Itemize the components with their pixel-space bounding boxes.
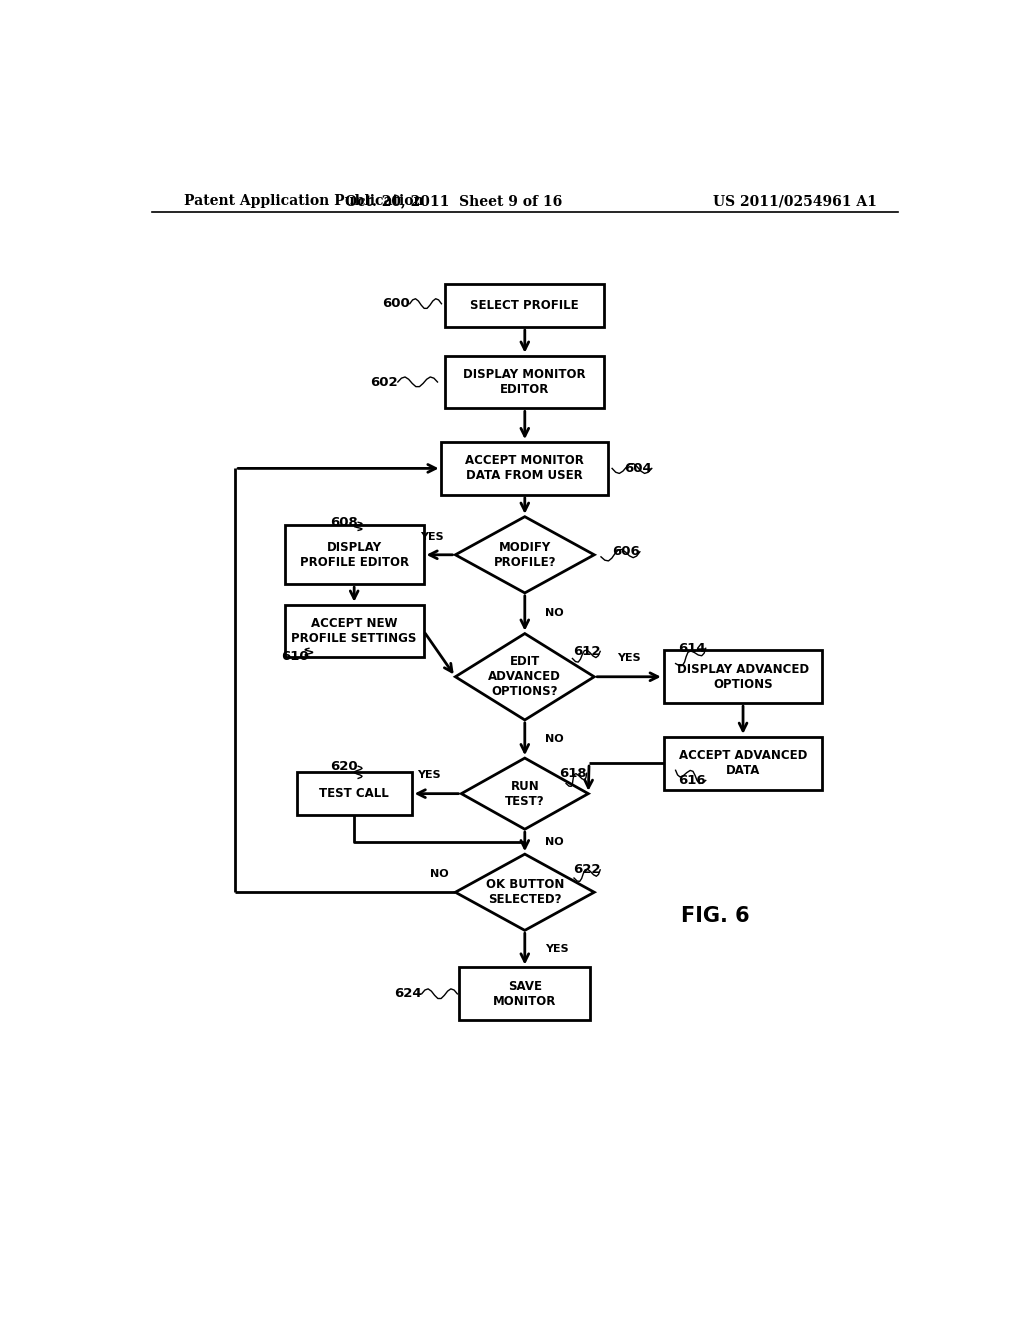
Text: RUN
TEST?: RUN TEST? xyxy=(505,780,545,808)
Text: TEST CALL: TEST CALL xyxy=(319,787,389,800)
Text: NO: NO xyxy=(545,837,563,846)
FancyBboxPatch shape xyxy=(445,284,604,327)
Text: MODIFY
PROFILE?: MODIFY PROFILE? xyxy=(494,541,556,569)
Text: NO: NO xyxy=(430,869,449,879)
Text: US 2011/0254961 A1: US 2011/0254961 A1 xyxy=(713,194,877,209)
Text: 620: 620 xyxy=(331,760,358,772)
Polygon shape xyxy=(461,758,588,829)
Text: 622: 622 xyxy=(572,863,600,876)
FancyBboxPatch shape xyxy=(445,355,604,408)
FancyBboxPatch shape xyxy=(664,737,822,789)
Text: FIG. 6: FIG. 6 xyxy=(681,906,750,925)
Text: Patent Application Publication: Patent Application Publication xyxy=(183,194,423,209)
Text: ACCEPT NEW
PROFILE SETTINGS: ACCEPT NEW PROFILE SETTINGS xyxy=(292,616,417,645)
Text: 604: 604 xyxy=(624,462,652,475)
Text: 600: 600 xyxy=(382,297,410,310)
Text: ACCEPT MONITOR
DATA FROM USER: ACCEPT MONITOR DATA FROM USER xyxy=(465,454,585,482)
FancyBboxPatch shape xyxy=(664,651,822,704)
Text: 610: 610 xyxy=(282,649,309,663)
Text: 608: 608 xyxy=(331,516,358,529)
Text: YES: YES xyxy=(420,532,443,541)
Text: 616: 616 xyxy=(678,774,706,787)
Text: 624: 624 xyxy=(394,987,422,1001)
FancyBboxPatch shape xyxy=(441,442,608,495)
Text: SAVE
MONITOR: SAVE MONITOR xyxy=(494,979,556,1008)
Text: YES: YES xyxy=(617,653,641,664)
Text: DISPLAY
PROFILE EDITOR: DISPLAY PROFILE EDITOR xyxy=(300,541,409,569)
Text: YES: YES xyxy=(545,944,568,954)
Text: DISPLAY MONITOR
EDITOR: DISPLAY MONITOR EDITOR xyxy=(464,368,586,396)
Text: OK BUTTON
SELECTED?: OK BUTTON SELECTED? xyxy=(485,878,564,907)
FancyBboxPatch shape xyxy=(285,605,424,657)
Text: 606: 606 xyxy=(612,545,640,558)
FancyBboxPatch shape xyxy=(285,525,424,585)
Text: 618: 618 xyxy=(559,767,587,780)
Text: SELECT PROFILE: SELECT PROFILE xyxy=(470,300,580,313)
Text: 614: 614 xyxy=(678,642,706,655)
Text: 612: 612 xyxy=(572,645,600,657)
FancyBboxPatch shape xyxy=(297,772,412,814)
Polygon shape xyxy=(456,634,594,719)
Text: NO: NO xyxy=(545,734,563,744)
Text: Oct. 20, 2011  Sheet 9 of 16: Oct. 20, 2011 Sheet 9 of 16 xyxy=(345,194,562,209)
Text: NO: NO xyxy=(545,609,563,618)
FancyBboxPatch shape xyxy=(460,968,590,1020)
Text: EDIT
ADVANCED
OPTIONS?: EDIT ADVANCED OPTIONS? xyxy=(488,655,561,698)
Polygon shape xyxy=(456,854,594,931)
Text: DISPLAY ADVANCED
OPTIONS: DISPLAY ADVANCED OPTIONS xyxy=(677,663,809,690)
Text: ACCEPT ADVANCED
DATA: ACCEPT ADVANCED DATA xyxy=(679,750,807,777)
Text: 602: 602 xyxy=(371,375,397,388)
Text: YES: YES xyxy=(417,771,440,780)
Polygon shape xyxy=(456,516,594,593)
